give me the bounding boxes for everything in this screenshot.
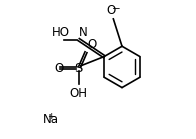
Text: O: O bbox=[87, 38, 97, 51]
Text: S: S bbox=[74, 62, 83, 75]
Text: O: O bbox=[54, 62, 63, 75]
Text: −: − bbox=[112, 4, 121, 14]
Text: HO: HO bbox=[52, 26, 70, 39]
Text: OH: OH bbox=[70, 86, 88, 100]
Text: N: N bbox=[79, 26, 88, 39]
Text: O: O bbox=[106, 4, 116, 17]
Text: Na: Na bbox=[43, 113, 59, 126]
Text: +: + bbox=[47, 112, 55, 121]
